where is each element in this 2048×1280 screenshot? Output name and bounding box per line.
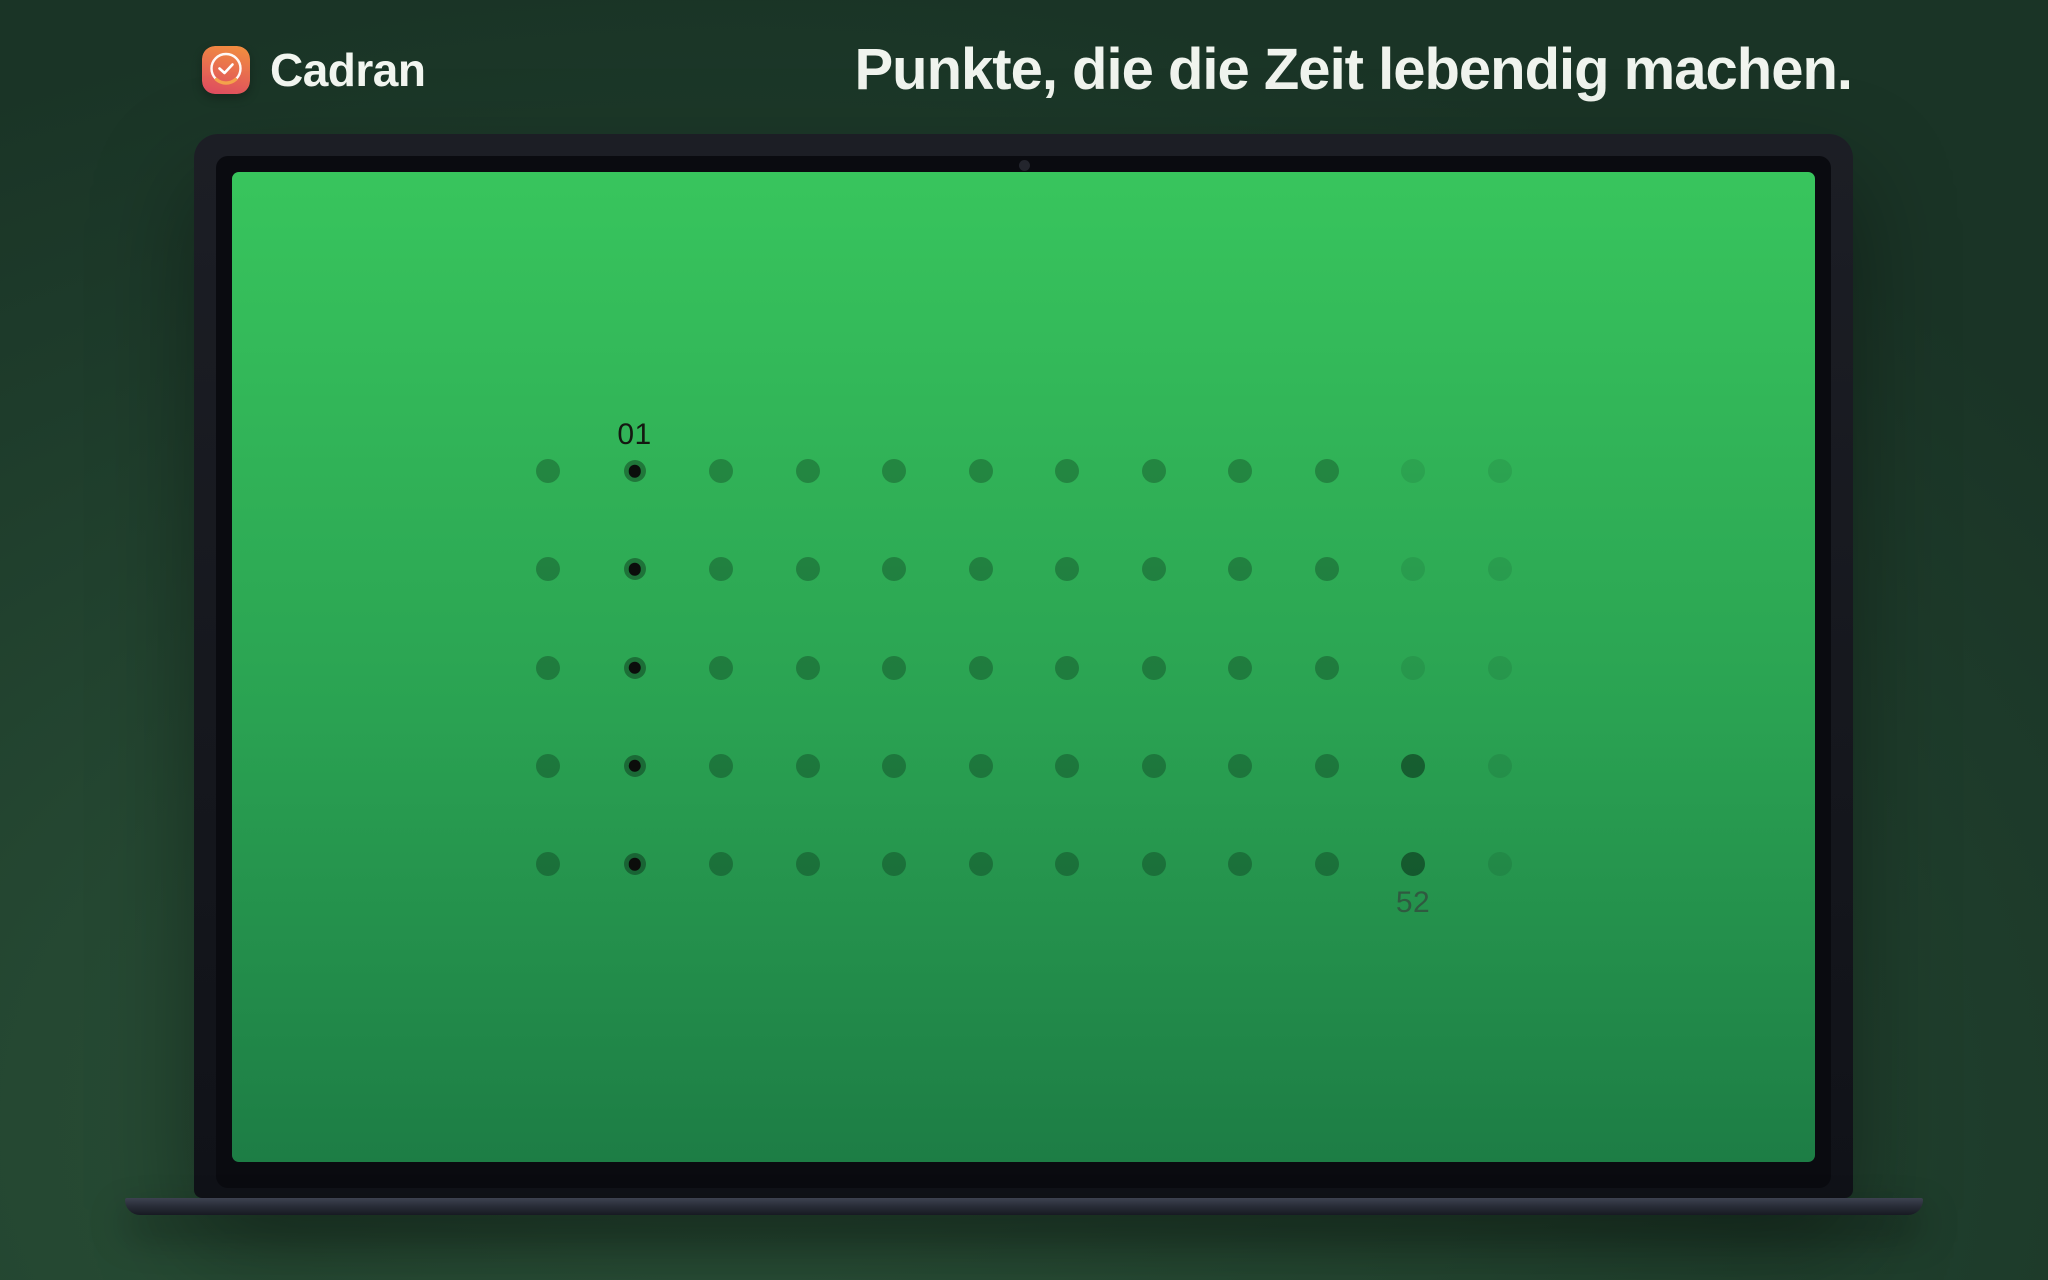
week-dot-core — [628, 464, 641, 478]
week-dot — [968, 459, 993, 483]
week-label-end: 52 — [1395, 886, 1431, 919]
week-dot — [1055, 852, 1079, 876]
week-dot — [795, 557, 820, 582]
week-dot — [709, 753, 733, 778]
week-dot — [1401, 852, 1425, 876]
week-dot — [709, 459, 733, 483]
laptop-base — [125, 1198, 1923, 1215]
week-dot — [623, 656, 646, 679]
week-dot — [1314, 459, 1339, 483]
week-dot — [1141, 655, 1166, 680]
week-dot — [1487, 557, 1512, 582]
week-dot — [795, 459, 820, 483]
week-dot — [536, 459, 560, 483]
week-dot — [1055, 557, 1079, 582]
week-dot — [1401, 557, 1425, 582]
header: Cadran Punkte, die die Zeit lebendig mac… — [0, 0, 2048, 140]
week-dot-core — [628, 857, 641, 871]
week-dot — [1228, 655, 1252, 680]
week-dot — [709, 655, 733, 680]
week-dot — [1228, 459, 1252, 483]
laptop-screen: 01 52 — [232, 172, 1815, 1162]
week-label-start: 01 — [617, 418, 652, 451]
week-dot — [1055, 655, 1079, 680]
webcam-dot-icon — [1018, 160, 1030, 171]
week-dot — [882, 459, 906, 483]
week-dot — [795, 655, 820, 680]
week-dot — [536, 852, 560, 876]
laptop-mockup: 01 52 — [194, 134, 1853, 1198]
week-dot — [968, 753, 993, 778]
week-dot — [795, 852, 820, 876]
week-dot — [1401, 753, 1425, 778]
week-dot — [1487, 459, 1512, 483]
week-dot — [536, 753, 560, 778]
week-dot — [1487, 852, 1512, 876]
week-dot — [536, 557, 560, 582]
week-dot — [1141, 459, 1166, 483]
week-dot — [623, 558, 646, 581]
week-dot — [1314, 852, 1339, 876]
app-brand: Cadran — [202, 44, 426, 96]
week-dot — [1314, 557, 1339, 582]
week-dot — [1314, 753, 1339, 778]
week-dot — [882, 753, 906, 778]
week-dot — [1141, 557, 1166, 582]
week-dot — [795, 753, 820, 778]
week-dot — [1401, 459, 1425, 483]
page-tagline: Punkte, die die Zeit lebendig machen. — [854, 37, 1853, 102]
week-dot — [1228, 557, 1252, 582]
week-dot — [968, 655, 993, 680]
week-dot — [1401, 655, 1425, 680]
app-name: Cadran — [270, 44, 426, 96]
week-dot — [882, 655, 906, 680]
week-dot — [1141, 852, 1166, 876]
week-dot — [1228, 852, 1252, 876]
week-dot — [709, 557, 733, 582]
week-dot — [968, 557, 993, 582]
week-dot — [623, 853, 646, 875]
week-dot — [623, 460, 646, 482]
week-dot — [968, 852, 993, 876]
week-dot — [1487, 655, 1512, 680]
week-dot — [1314, 655, 1339, 680]
week-dot — [1487, 753, 1512, 778]
week-dot — [1141, 753, 1166, 778]
clock-app-icon — [202, 46, 250, 94]
week-dot — [882, 557, 906, 582]
week-dot — [1055, 753, 1079, 778]
week-dot-core — [628, 661, 641, 674]
week-dot — [1228, 753, 1252, 778]
week-dot — [536, 655, 560, 680]
week-dot-core — [628, 563, 641, 576]
week-dot — [623, 754, 646, 777]
week-dot — [709, 852, 733, 876]
week-dot — [882, 852, 906, 876]
week-dot-core — [628, 759, 641, 772]
week-dot — [1055, 459, 1079, 483]
